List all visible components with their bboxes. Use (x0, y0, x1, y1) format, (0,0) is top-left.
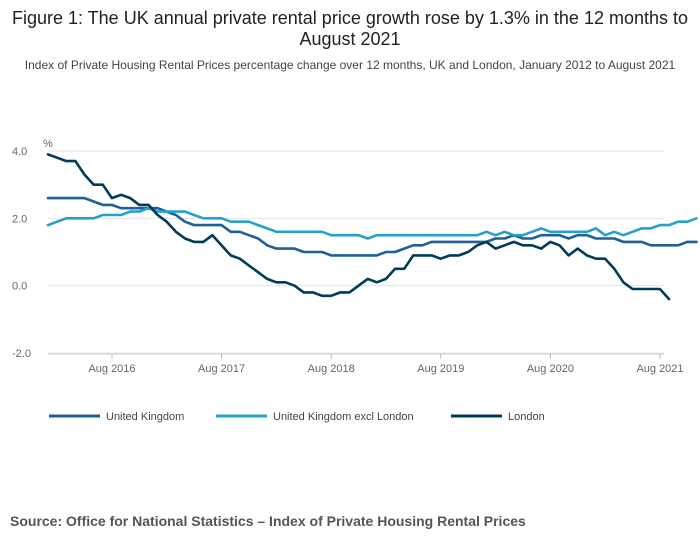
legend-label: United Kingdom excl London (273, 411, 414, 423)
x-tick-label: Aug 2019 (417, 363, 464, 375)
y-tick-label: 0.0 (12, 281, 27, 293)
series-line-0 (46, 196, 698, 257)
chart-title: Figure 1: The UK annual private rental p… (11, 8, 689, 49)
x-tick-label: Aug 2020 (527, 363, 574, 375)
series-line-2 (46, 153, 671, 301)
legend-label: London (508, 411, 545, 423)
legend-label: United Kingdom (106, 411, 184, 423)
chart-subtitle: Index of Private Housing Rental Prices p… (24, 58, 676, 72)
x-tick-label: Aug 2018 (308, 363, 355, 375)
x-tick-label: Aug 2016 (88, 363, 135, 375)
x-tick-label: Aug 2021 (636, 363, 683, 375)
y-tick-label: 2.0 (12, 213, 27, 225)
series-line-1 (46, 206, 698, 240)
y-tick-label: 4.0 (12, 146, 27, 158)
source-note: Source: Office for National Statistics –… (10, 513, 526, 529)
y-tick-label: -2.0 (12, 348, 31, 360)
x-tick-label: Aug 2017 (198, 363, 245, 375)
y-axis-unit: % (43, 138, 53, 150)
